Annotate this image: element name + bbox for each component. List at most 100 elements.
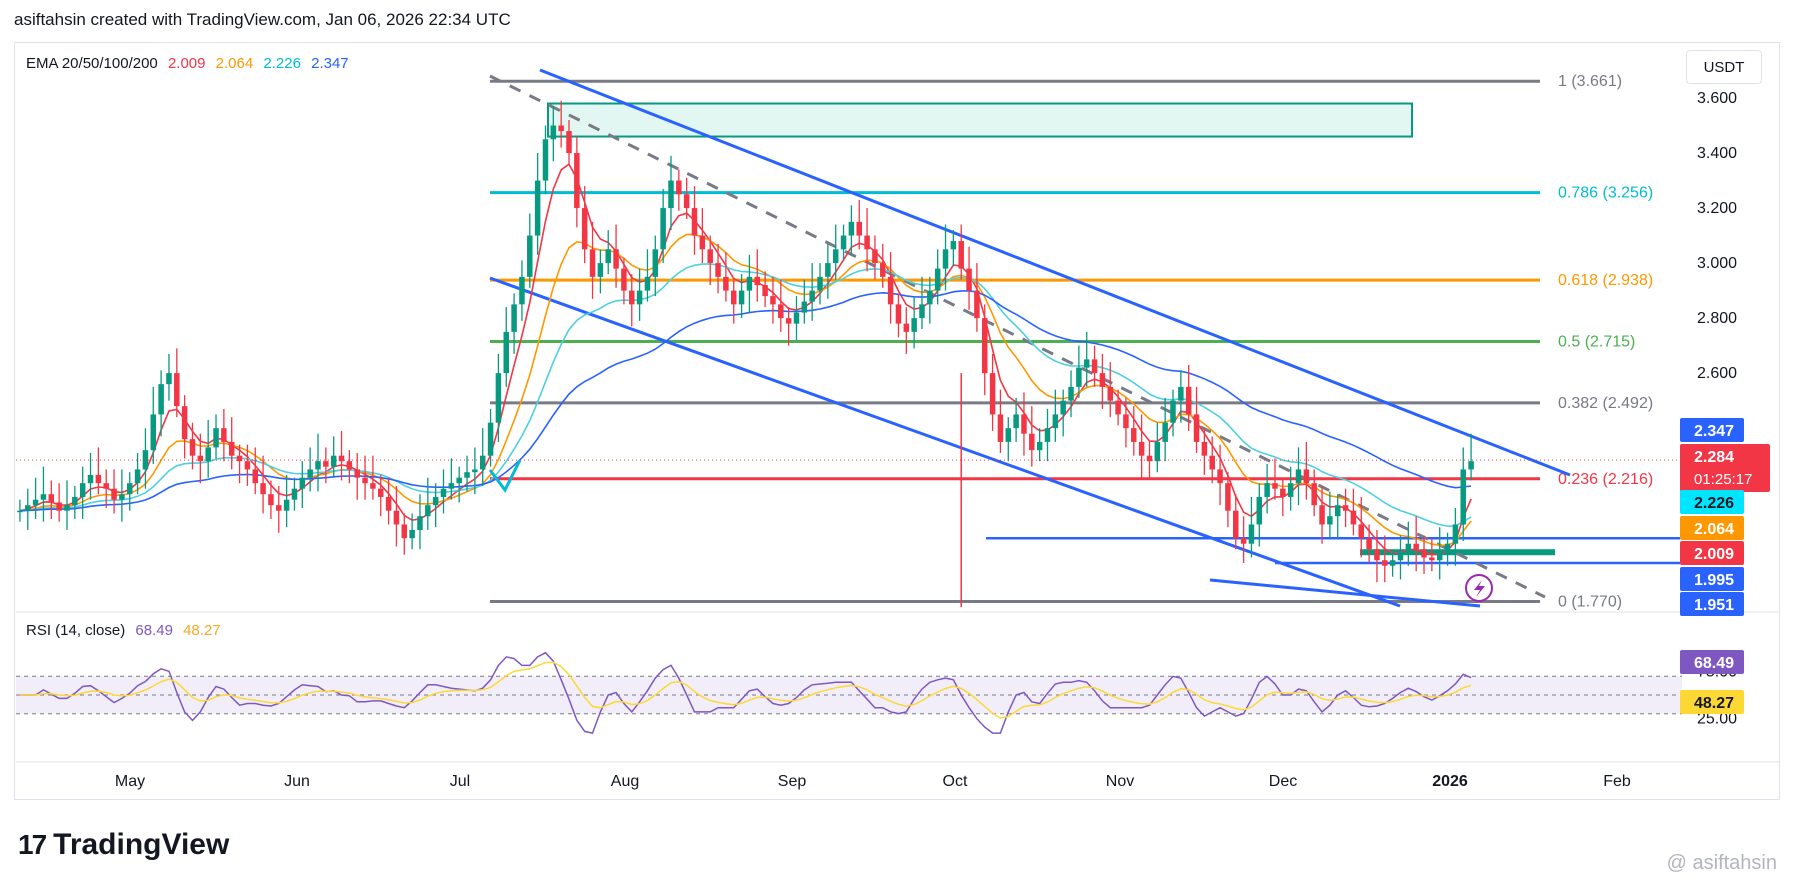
candle — [1397, 551, 1404, 561]
candle — [793, 312, 800, 324]
candle — [621, 268, 627, 291]
candle — [974, 290, 980, 319]
time-tick: Aug — [611, 773, 639, 790]
candle — [1170, 400, 1176, 423]
candle — [291, 488, 298, 500]
rsi-legend-label: RSI (14, close) — [26, 622, 126, 639]
price-tag-text: 2.009 — [1694, 546, 1734, 563]
candle — [456, 477, 462, 484]
candle — [872, 249, 878, 264]
candle — [1193, 414, 1200, 442]
price-tick: 2.800 — [1697, 310, 1737, 327]
candle — [221, 428, 227, 442]
candle — [1021, 414, 1027, 434]
candle — [1436, 551, 1443, 561]
price-tag-text: 2.064 — [1694, 521, 1734, 538]
candle — [652, 249, 659, 277]
candle — [676, 180, 682, 195]
candle — [1154, 441, 1161, 462]
candle — [503, 331, 510, 374]
price-tag — [1680, 592, 1744, 616]
candle — [840, 235, 847, 250]
fib-label: 0.618 (2.938) — [1558, 272, 1653, 289]
candle — [707, 249, 713, 264]
tradingview-logo[interactable]: 17 TradingView — [18, 828, 229, 862]
rsi-value: 68.49 — [135, 622, 173, 639]
candle — [629, 290, 635, 305]
rsi-line — [19, 651, 1472, 734]
time-tick: Dec — [1269, 773, 1297, 790]
fib-label: 0.5 (2.715) — [1558, 334, 1635, 351]
candle — [691, 208, 698, 236]
candle — [338, 455, 345, 462]
pattern-mark — [488, 459, 522, 493]
candle — [613, 249, 619, 269]
chart-frame — [14, 42, 1780, 800]
supply-zone — [547, 102, 1413, 138]
lightning-icon — [1474, 580, 1485, 597]
rsi-tag — [1680, 690, 1744, 714]
candle — [801, 301, 808, 313]
candle — [205, 447, 211, 462]
candle — [1013, 414, 1019, 429]
candle — [1060, 400, 1066, 415]
candle — [189, 439, 196, 456]
price-tag-text: 1.995 — [1694, 572, 1734, 589]
candle — [307, 469, 313, 478]
candle — [989, 373, 996, 415]
candle — [283, 499, 290, 511]
candle — [723, 276, 729, 291]
currency-button[interactable]: USDT — [1686, 50, 1762, 84]
rsi-legend: RSI (14, close) 68.49 48.27 — [26, 622, 227, 639]
candle — [252, 469, 258, 484]
price-tick: 3.000 — [1697, 255, 1737, 272]
candle — [40, 494, 47, 500]
candle — [1303, 469, 1310, 484]
candle — [1287, 483, 1294, 497]
candle — [166, 373, 172, 385]
candle — [589, 249, 596, 277]
candle — [1044, 428, 1051, 442]
price-tag — [1680, 444, 1770, 492]
price-axis: 3.600 3.400 3.200 3.000 2.800 2.600 — [16, 90, 1780, 613]
candle — [487, 422, 494, 456]
candle — [1036, 441, 1043, 451]
candle — [911, 318, 917, 332]
candle — [409, 529, 415, 539]
candle — [440, 488, 447, 497]
candle — [927, 290, 933, 305]
candle — [1076, 367, 1082, 387]
ema20-value: 2.009 — [167, 55, 206, 72]
ema100-value: 2.226 — [263, 55, 301, 72]
candle — [1389, 560, 1396, 566]
candle — [1319, 505, 1325, 525]
candle — [1091, 359, 1098, 374]
candle — [864, 235, 870, 250]
candle — [848, 221, 855, 236]
candle — [95, 474, 102, 484]
price-tag — [1680, 490, 1744, 514]
ema-legend-label: EMA 20/50/100/200 — [26, 55, 158, 72]
candle — [746, 276, 753, 291]
ema-line — [19, 163, 1472, 556]
candle — [1382, 560, 1388, 566]
candle — [244, 461, 251, 470]
author-watermark: @ asiftahsin — [1666, 852, 1777, 874]
candle — [534, 180, 541, 236]
candle — [1342, 505, 1349, 511]
time-tick: Jun — [284, 773, 310, 790]
candle — [432, 496, 439, 506]
lightning-icon — [1465, 574, 1493, 602]
candle — [354, 469, 360, 478]
candle — [1209, 455, 1215, 470]
candle — [778, 304, 784, 319]
candle — [1201, 441, 1208, 456]
candle — [519, 276, 525, 305]
candle — [1311, 483, 1317, 506]
candle — [142, 450, 149, 470]
candle — [1029, 433, 1035, 451]
candle — [1233, 510, 1239, 539]
channel-lower-flat — [1209, 578, 1481, 608]
candle — [103, 483, 109, 489]
